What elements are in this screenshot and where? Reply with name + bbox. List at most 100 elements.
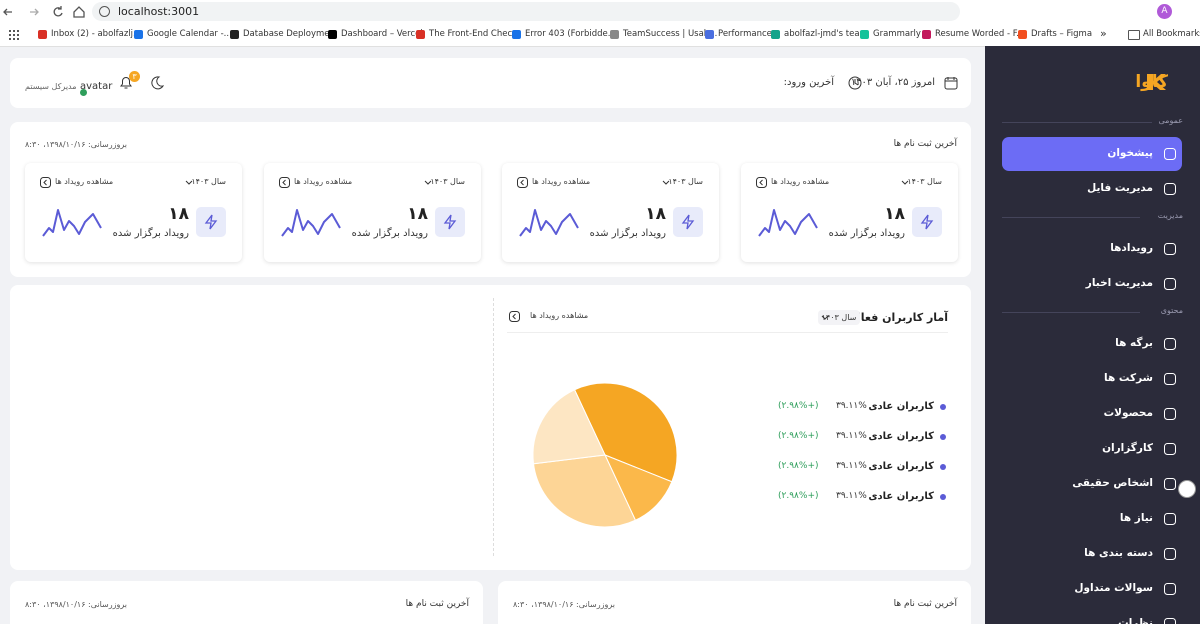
nav-item[interactable]: سوالات متداول <box>1074 582 1153 594</box>
bookmark[interactable]: Performance <box>718 29 772 39</box>
legend-share: ۳۹.۱۱% <box>836 461 867 471</box>
view-events-link[interactable]: مشاهده رویداد ها <box>532 177 591 186</box>
all-bookmarks[interactable]: All Bookmarks <box>1143 29 1200 39</box>
card-title: آخرین ثبت نام ها <box>893 599 957 609</box>
nav-item[interactable]: رویدادها <box>1110 242 1153 254</box>
bookmark[interactable]: Database Deployme... <box>243 29 338 39</box>
link-arrow[interactable] <box>279 177 290 188</box>
bookmark[interactable]: Google Calendar -... <box>147 29 232 39</box>
year-select[interactable]: سال ۱۴۰۳ <box>907 177 942 186</box>
nav-item[interactable]: مدیریت اخبار <box>1085 277 1153 289</box>
nav-item[interactable]: شرکت ها <box>1104 372 1153 384</box>
folder-icon <box>1128 30 1140 40</box>
bookmark[interactable]: Dashboard – Vercel <box>341 29 423 39</box>
nav-item[interactable]: کارگزاران <box>1102 442 1153 454</box>
stat-icon-box <box>912 207 942 237</box>
apps-icon <box>9 30 19 40</box>
year-select[interactable]: سال ۱۴۰۳ <box>818 310 860 325</box>
bookmark-icon <box>705 30 714 39</box>
legend-name: کاربران عادی <box>868 491 934 502</box>
url-field[interactable] <box>92 2 960 21</box>
legend-share: ۳۹.۱۱% <box>836 491 867 501</box>
stat-label: رویداد برگزار شده <box>589 228 666 239</box>
year-select[interactable]: سال ۱۴۰۳ <box>430 177 465 186</box>
notification-bell[interactable] <box>118 74 134 90</box>
online-indicator <box>80 89 87 96</box>
stat-card: سال ۱۴۰۳ مشاهده رویداد ها ۱۸ رویداد برگزار … <box>264 163 481 262</box>
nav-item[interactable]: نظرات <box>1118 617 1153 624</box>
bolt-icon <box>681 214 695 230</box>
stats-panel: آخرین ثبت نام ها بروزرسانی: ۱۳۹۸/۱۰/۱۶، … <box>10 122 971 277</box>
view-events-link[interactable]: مشاهده رویداد ها <box>55 177 114 186</box>
dropdown-icon <box>662 180 670 185</box>
card-updated: بروزرسانی: ۱۳۹۸/۱۰/۱۶، ۸:۳۰ <box>513 600 615 609</box>
section-title: مدیریت <box>1157 211 1183 220</box>
bookmark[interactable]: TeamSuccess | Usab... <box>623 29 718 39</box>
dropdown-icon <box>424 180 432 185</box>
nav-icon <box>1164 373 1176 385</box>
nav-icon <box>1164 243 1176 255</box>
bookmark[interactable]: The Front-End Chec... <box>429 29 521 39</box>
bookmarks-overflow[interactable]: » <box>1100 27 1107 40</box>
stat-value: ۱۸ <box>645 204 666 224</box>
view-events-link[interactable]: مشاهده رویداد ها <box>530 311 589 320</box>
legend-change: (+۲.۹۸%) <box>778 401 819 411</box>
bookmark-icon <box>328 30 337 39</box>
nav-item[interactable]: نیاز ها <box>1119 512 1153 524</box>
bookmark[interactable]: Drafts – Figma <box>1031 29 1093 39</box>
link-arrow[interactable] <box>517 177 528 188</box>
bookmark[interactable]: Resume Worded - F... <box>935 29 1025 39</box>
bookmark[interactable]: abolfazl-jmd's team <box>784 29 868 39</box>
bookmark-icon <box>610 30 619 39</box>
year-select[interactable]: سال ۱۴۰۳ <box>191 177 226 186</box>
nav-item[interactable]: دسته بندی ها <box>1084 547 1153 559</box>
view-events-link[interactable]: مشاهده رویداد ها <box>771 177 830 186</box>
dark-mode-toggle[interactable] <box>148 75 164 91</box>
view-events-link[interactable]: مشاهده رویداد ها <box>294 177 353 186</box>
last-login: آخرین ورود: <box>783 77 834 88</box>
stat-icon-box <box>673 207 703 237</box>
nav-icon <box>1164 583 1176 595</box>
legend-name: کاربران عادی <box>868 401 934 412</box>
dropdown-icon <box>185 180 193 185</box>
year-select[interactable]: سال ۱۴۰۳ <box>668 177 703 186</box>
link-arrow[interactable] <box>40 177 51 188</box>
stat-label: رویداد برگزار شده <box>828 228 905 239</box>
bookmark-icon <box>512 30 521 39</box>
chart-header-line <box>507 332 948 333</box>
nav-icon <box>1164 513 1176 525</box>
stat-icon-box <box>435 207 465 237</box>
nav-icon <box>1164 338 1176 350</box>
stat-value: ۱۸ <box>407 204 428 224</box>
dropdown-icon <box>901 180 909 185</box>
sparkline <box>281 209 341 237</box>
nav-item[interactable]: مدیریت فایل <box>1087 182 1153 194</box>
nav-item[interactable]: برگه ها <box>1115 337 1153 349</box>
url[interactable]: localhost:3001 <box>118 5 200 18</box>
stat-label: رویداد برگزار شده <box>112 228 189 239</box>
nav-item[interactable]: محصولات <box>1103 407 1153 419</box>
bookmark[interactable]: Grammarly <box>873 29 921 39</box>
bookmark-icon <box>771 30 780 39</box>
pie-slice <box>532 389 606 465</box>
chart-title: آمار کاربران فعال <box>851 311 948 324</box>
bolt-icon <box>204 214 218 230</box>
nav-item[interactable]: اشخاص حقیقی <box>1072 477 1153 489</box>
link-arrow[interactable] <box>756 177 767 188</box>
stat-card: سال ۱۴۰۳ مشاهده رویداد ها ۱۸ رویداد برگزار … <box>741 163 958 262</box>
floating-button[interactable] <box>1178 480 1196 498</box>
bookmark[interactable]: Inbox (2) - abolfazlj... <box>51 29 142 39</box>
stat-icon-box <box>196 207 226 237</box>
profile-avatar[interactable]: A <box>1157 4 1172 19</box>
link-arrow[interactable] <box>509 311 520 322</box>
bookmark[interactable]: Error 403 (Forbidde... <box>525 29 616 39</box>
user-role: مدیرکل سیستم <box>25 82 77 91</box>
sparkline <box>519 209 579 237</box>
divider <box>493 298 494 556</box>
stat-card: سال ۱۴۰۳ مشاهده رویداد ها ۱۸ رویداد برگزار … <box>502 163 719 262</box>
nav-icon <box>1164 478 1176 490</box>
legend-dot <box>940 494 946 500</box>
nav-item[interactable]: پیشخوان <box>1107 147 1153 159</box>
bottom-card: آخرین ثبت نام ها بروزرسانی: ۱۳۹۸/۱۰/۱۶، ۸… <box>498 581 971 624</box>
